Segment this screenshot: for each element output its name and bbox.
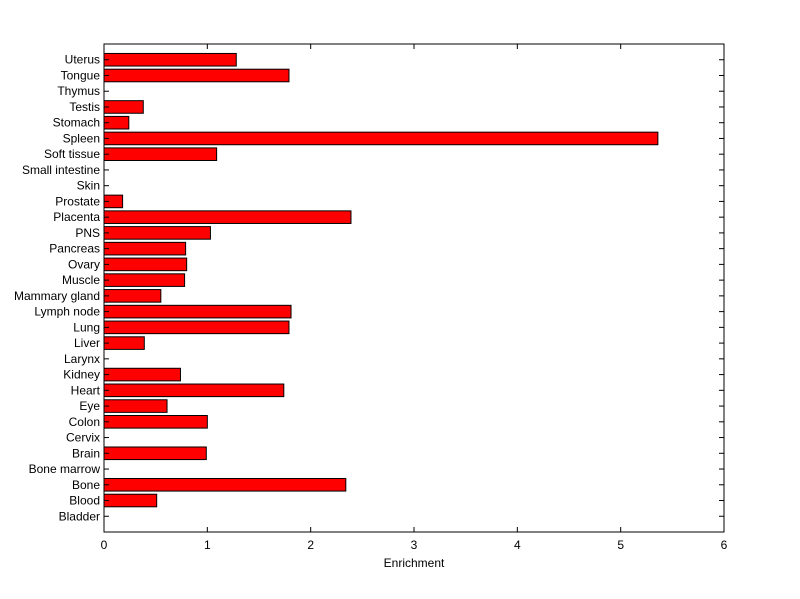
y-tick-label: Muscle [62,273,100,287]
x-tick-label: 4 [514,538,521,552]
y-tick-label: Larynx [64,352,100,366]
x-tick-label: 6 [721,538,728,552]
bar [103,241,187,256]
bar [103,68,290,83]
y-tick-label: Spleen [63,131,100,145]
y-tick-label: PNS [75,226,100,240]
bar [103,147,218,161]
bar [103,336,145,350]
y-tick-label: Bone marrow [29,462,101,476]
y-tick-label: Bladder [59,509,100,523]
y-tick-label: Mammary gland [14,289,100,303]
y-tick-label: Prostate [55,194,100,208]
bar [103,477,347,492]
x-tick-label: 2 [307,538,314,552]
bar [103,210,352,224]
bar [103,304,292,319]
y-tick-label: Cervix [66,431,100,445]
bars-layer [103,52,659,508]
x-tick-label: 5 [617,538,624,552]
bar [103,131,659,146]
bar [103,273,186,287]
bar [103,100,144,114]
y-tick-label: Placenta [53,210,100,224]
y-tick-label: Liver [74,336,100,350]
x-tick-label: 0 [101,538,108,552]
bar [103,289,162,303]
y-tick-label: Stomach [53,116,100,130]
y-tick-label: Heart [71,383,101,397]
y-tick-label: Small intestine [22,163,100,177]
y-tick-label: Lung [73,320,100,334]
bar [103,446,207,461]
bar [103,367,181,382]
y-tick-label: Pancreas [49,242,100,256]
y-tick-label: Soft tissue [44,147,100,161]
bar [103,52,237,67]
y-tick-label: Skin [77,179,100,193]
bar [103,383,285,398]
y-tick-label: Eye [79,399,100,413]
y-tick-label: Ovary [68,257,100,271]
y-tick-label: Bone [72,478,100,492]
x-tick-label: 3 [411,538,418,552]
y-tick-label: Blood [69,494,100,508]
bar [103,399,168,413]
bar [103,493,158,508]
bar [103,320,290,335]
x-tick-label: 1 [204,538,211,552]
y-tick-label: Lymph node [34,305,100,319]
y-tick-label: Tongue [61,68,101,82]
bar [103,257,188,272]
y-tick-label: Testis [69,100,100,114]
bar [103,226,211,240]
y-tick-label: Thymus [57,84,100,98]
bar [103,415,208,429]
y-tick-label: Brain [72,446,100,460]
y-tick-label: Kidney [63,368,100,382]
y-tick-label: Uterus [65,53,100,67]
y-tick-label: Colon [69,415,100,429]
x-axis-label: Enrichment [384,556,445,570]
